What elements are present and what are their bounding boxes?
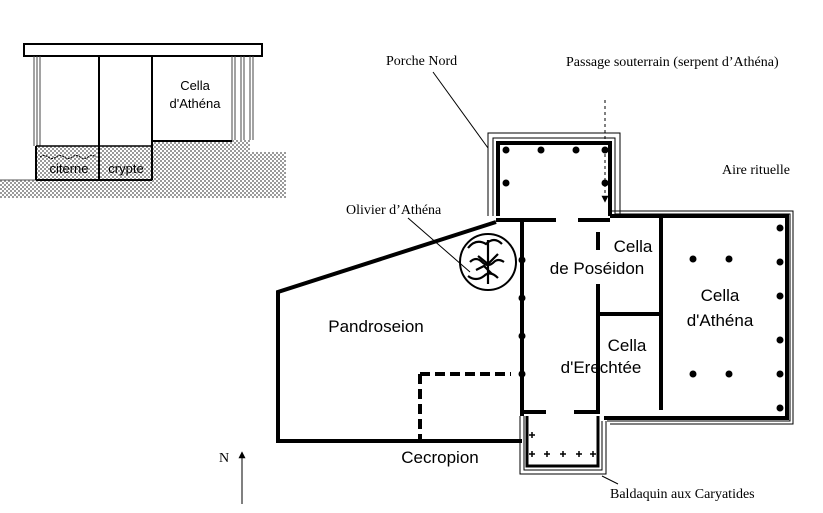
north-porch-columns xyxy=(502,146,609,187)
pandroseion-label: Pandroseion xyxy=(328,317,423,336)
section-columns xyxy=(33,56,254,146)
passage-souterrain-label: Passage souterrain (serpent d’Athéna) xyxy=(566,55,779,70)
section-cella-label-1: Cella xyxy=(180,78,210,93)
porche-nord-label: Porche Nord xyxy=(386,54,457,69)
olive-tree-icon xyxy=(459,233,517,291)
north-label: N xyxy=(219,451,229,466)
cella-athena-label-1: Cella xyxy=(701,286,740,305)
cella-erechtee-label-2: d'Erechtée xyxy=(561,358,642,377)
ground-fill xyxy=(0,140,286,198)
baldaquin-label: Baldaquin aux Caryatides xyxy=(610,487,755,502)
east-porch-columns xyxy=(776,224,784,412)
cella-poseidon-label-2: de Poséidon xyxy=(550,259,645,278)
cella-athena-columns xyxy=(689,255,733,378)
water-wave xyxy=(39,155,97,159)
section-roof xyxy=(23,43,263,57)
cella-athena-label-2: d'Athéna xyxy=(687,311,754,330)
cecropion-label: Cecropion xyxy=(401,448,479,467)
north-porch xyxy=(487,132,621,216)
plan-view: Porche Nord Passage souterrain (serpent … xyxy=(219,54,794,504)
main-temple xyxy=(496,210,794,425)
interior-walls xyxy=(520,218,663,416)
cella-erechtee-label-1: Cella xyxy=(608,336,647,355)
section-view: Cella d'Athéna citerne crypte xyxy=(0,43,286,198)
olivier-label: Olivier d’Athéna xyxy=(346,203,442,218)
cella-poseidon-label-1: Cella xyxy=(614,237,653,256)
crypte-label: crypte xyxy=(108,161,143,176)
caryatid-figures xyxy=(529,432,596,457)
citerne-label: citerne xyxy=(49,161,88,176)
leader-lines xyxy=(407,71,619,485)
caryatid-porch xyxy=(519,416,607,475)
section-cella-label-2: d'Athéna xyxy=(170,96,222,111)
west-colonnade xyxy=(518,256,526,378)
aire-rituelle-label: Aire rituelle xyxy=(722,163,790,178)
pandroseion-outline xyxy=(276,220,522,443)
